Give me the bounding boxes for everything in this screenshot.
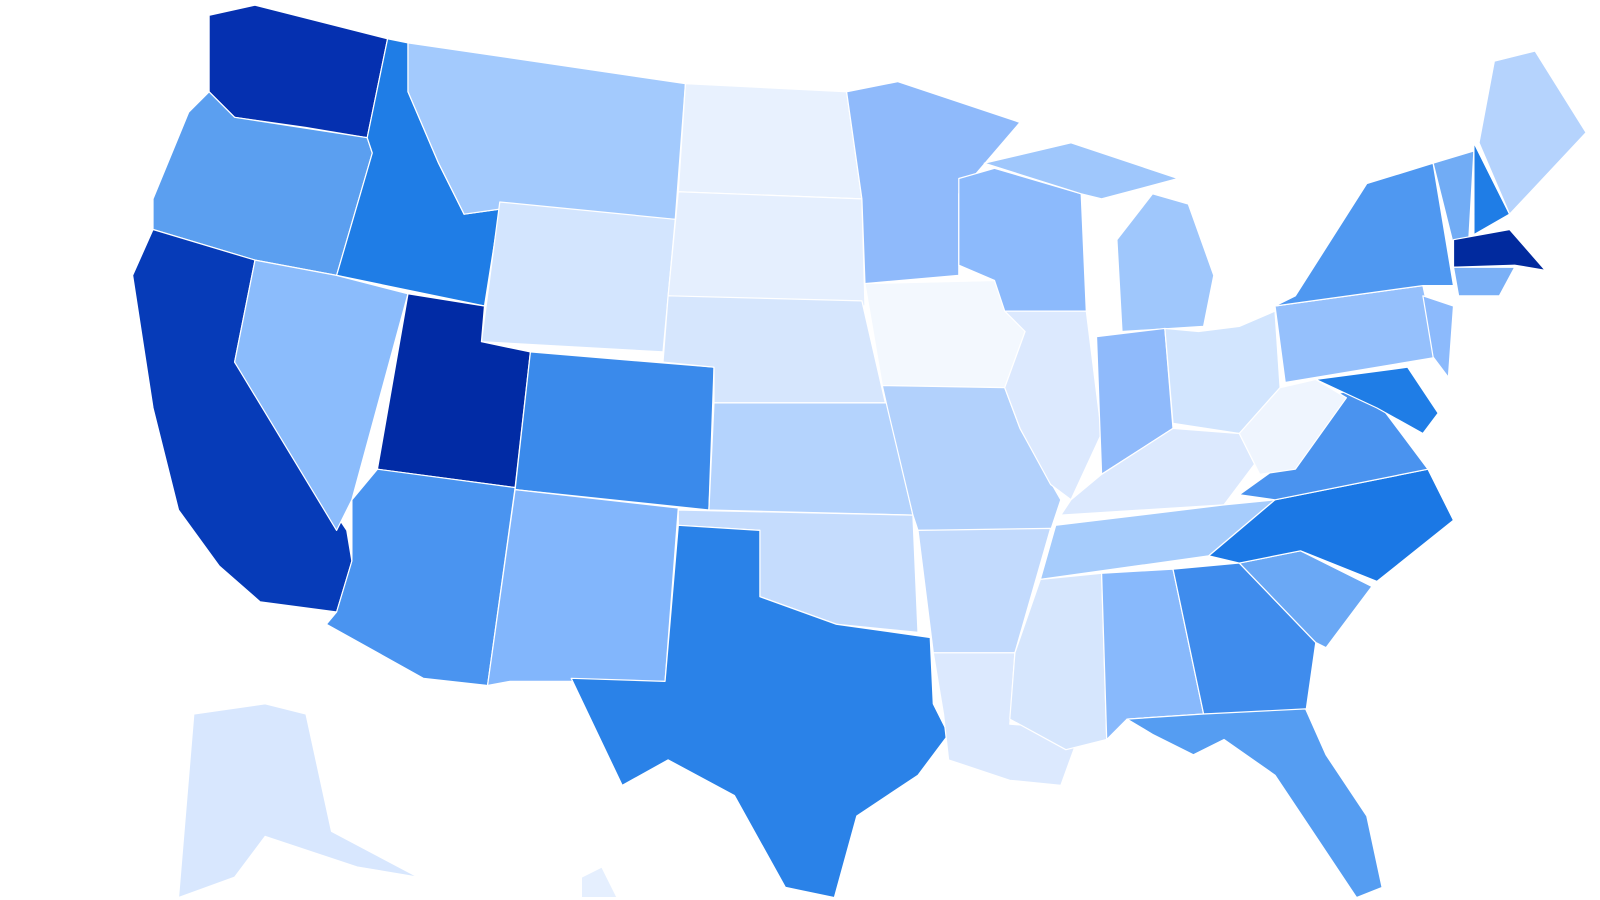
state-shape [1116, 193, 1215, 333]
state-shape [1478, 50, 1587, 215]
state-shape [1452, 266, 1516, 297]
state-shape [570, 524, 950, 899]
state-shape [1274, 162, 1455, 307]
state-shape [708, 402, 914, 516]
state-shape [1060, 427, 1256, 516]
state-shape [325, 468, 516, 687]
states [131, 4, 1587, 899]
state-shape [677, 83, 863, 200]
state-shape [1004, 310, 1103, 501]
state-shape [1126, 708, 1383, 899]
state-shape [1473, 142, 1511, 236]
state-shape [1422, 295, 1455, 379]
state-shape [1315, 366, 1439, 435]
state-shape [983, 142, 1179, 200]
state-shape [480, 201, 676, 353]
state-shape [177, 703, 419, 899]
state-shape [1172, 562, 1317, 715]
state-shape [580, 866, 618, 899]
state-shape [1452, 228, 1546, 271]
state-shape [1238, 378, 1348, 475]
state-shape [486, 488, 679, 687]
state-shape [1164, 310, 1281, 435]
state-shape [514, 351, 715, 511]
state-shape [667, 191, 866, 307]
